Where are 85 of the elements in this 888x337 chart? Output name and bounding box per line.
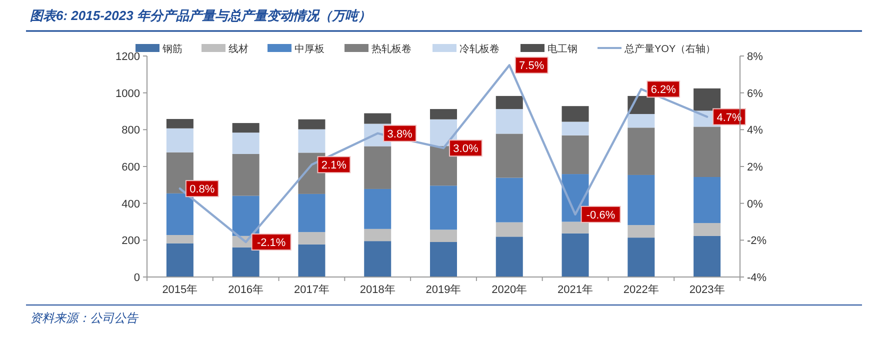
data-label: 7.5% [519,60,544,72]
bar [232,247,260,277]
y-tick-label: 800 [122,124,140,137]
x-tick-label: 2017年 [294,284,330,296]
data-label: -0.6% [586,209,616,222]
bar [364,188,392,229]
bar [364,228,392,242]
bar [364,113,392,124]
y2-tick-label: 8% [747,51,764,63]
data-label: 3.8% [387,128,413,140]
bar [364,241,392,277]
bar [166,118,194,128]
bar [298,232,326,244]
bar [496,96,523,110]
bar [232,132,260,154]
legend-label: 总产量YOY（右轴） [624,43,716,55]
legend-label: 电工钢 [548,43,578,55]
bar [694,88,721,111]
legend-label: 中厚板 [294,43,324,55]
bar [166,128,194,152]
y2-tick-label: 4% [747,124,764,137]
bar [628,225,655,238]
bar [298,194,326,232]
bar [166,235,194,244]
bar [496,178,523,222]
y2-tick-label: 2% [747,162,764,174]
y-tick-label: 0 [134,272,140,284]
bar [496,109,523,134]
data-label: 3.0% [453,143,478,156]
data-label: 0.8% [190,184,215,196]
bar [496,236,523,277]
bar [628,114,655,128]
bar [562,135,589,174]
bar [496,134,523,178]
text: 资料来源：公司公告 [30,311,139,325]
bar [430,230,457,242]
x-tick-label: 2015年 [162,284,198,296]
bar [430,186,457,230]
bar [298,244,326,277]
y-tick-label: 1000 [116,88,140,100]
bar [628,128,655,175]
bar [166,193,194,236]
x-tick-label: 2023年 [689,284,725,296]
y-tick-label: 1200 [116,51,140,63]
y2-tick-label: 0% [747,198,764,210]
x-tick-label: 2022年 [623,284,659,296]
legend-label: 热轧板卷 [372,43,412,55]
data-label: 2.1% [321,160,347,172]
bar [430,109,457,120]
bar [694,236,721,277]
bar [430,242,457,277]
x-tick-label: 2018年 [360,284,396,296]
bar [562,106,589,122]
bar [562,233,589,277]
bar [628,238,655,277]
bar [694,223,721,236]
x-tick-label: 2019年 [426,284,462,296]
chart-title: 图表6: 2015-2023 年分产品产量与总产量变动情况（万吨） [30,8,371,23]
bar [298,129,326,153]
y2-tick-label: -4% [747,272,767,284]
bar [562,122,589,136]
y-tick-label: 600 [122,162,140,174]
data-label: 6.2% [650,84,676,96]
bar [628,174,655,226]
y2-tick-label: 6% [747,88,764,100]
bar [364,146,392,189]
y2-tick-label: -2% [747,235,767,248]
x-tick-label: 2020年 [492,284,528,296]
bar [562,222,589,234]
data-label: -2.1% [256,237,286,250]
bar [232,196,260,236]
bar [694,176,721,224]
x-tick-label: 2021年 [558,284,594,296]
legend-label: 冷轧板卷 [460,43,500,55]
y-tick-label: 200 [122,235,140,248]
x-tick-label: 2016年 [228,284,264,296]
bar [166,243,194,277]
bar [496,222,523,237]
y-tick-label: 400 [122,198,140,210]
legend-label: 线材 [228,43,248,55]
bar [298,119,326,130]
legend-label: 钢筋 [162,43,182,55]
bar [232,154,260,196]
bar [232,123,260,133]
bar [694,126,721,177]
